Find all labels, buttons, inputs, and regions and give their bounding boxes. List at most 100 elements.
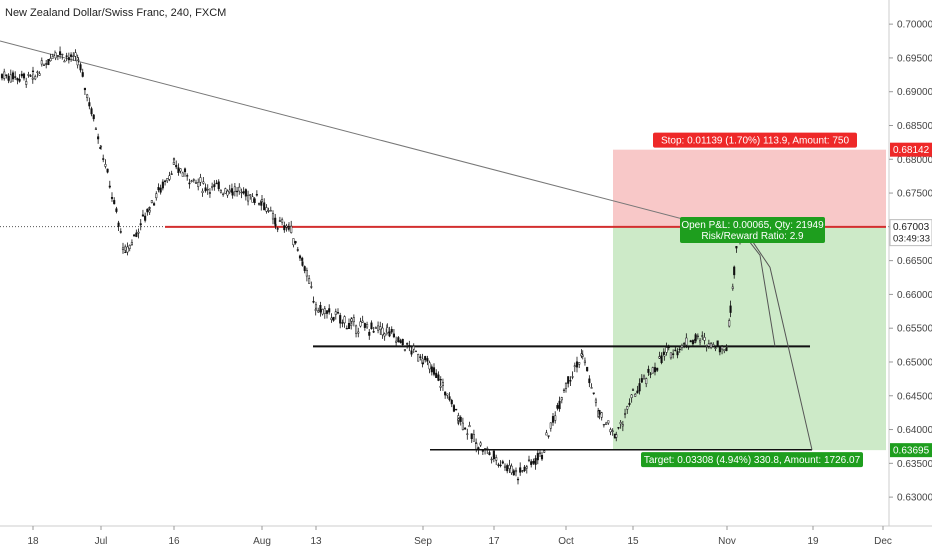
- candle-body: [325, 310, 329, 314]
- pnl-label-text: Risk/Reward Ratio: 2.9: [701, 231, 804, 242]
- target-zone[interactable]: [613, 226, 886, 451]
- candle-body: [538, 452, 542, 454]
- time-axis[interactable]: 18 Jul 16 Aug 13 Sep 17 Oct 15 Nov 19 Dec: [27, 526, 892, 547]
- current-price-text: 0.67003: [893, 222, 930, 233]
- candle-body: [588, 378, 591, 384]
- target-price-badge-text: 0.63695: [893, 446, 930, 457]
- candle-body: [251, 196, 254, 203]
- candle-body: [630, 394, 633, 398]
- candle-body: [355, 325, 358, 334]
- candle-body: [723, 349, 726, 352]
- candle-body: [551, 416, 555, 423]
- stop-price-badge-text: 0.68142: [893, 145, 930, 156]
- candle-body: [339, 315, 342, 324]
- candle-body: [602, 423, 605, 426]
- candle-body: [177, 167, 180, 173]
- candle-body: [308, 278, 311, 284]
- candle-body: [410, 350, 413, 355]
- candle-body: [611, 430, 614, 432]
- candle-body: [590, 387, 593, 389]
- candle-body: [244, 189, 247, 197]
- candle-body: [379, 326, 382, 330]
- candle-body: [685, 337, 688, 346]
- candle-body: [374, 327, 377, 329]
- candle-body: [586, 366, 589, 372]
- candle-body: [283, 225, 286, 231]
- candle-body: [512, 470, 515, 476]
- trendline[interactable]: [0, 40, 701, 224]
- candle-body: [278, 220, 281, 222]
- candle-body: [29, 75, 32, 77]
- candle-body: [617, 427, 620, 429]
- candle-body: [328, 308, 331, 313]
- candle-body: [707, 343, 710, 347]
- candle-body: [137, 231, 140, 234]
- candle-body: [501, 461, 504, 464]
- candle-body: [206, 188, 209, 191]
- candle-body: [3, 71, 6, 79]
- candle-body: [683, 343, 686, 345]
- candle-body: [231, 191, 234, 196]
- price-tick-label: 0.65500: [897, 324, 932, 335]
- position-zones: [613, 149, 886, 451]
- candle-body: [689, 340, 692, 343]
- candle-body: [560, 397, 563, 401]
- candle-body: [298, 255, 302, 259]
- candle-body: [113, 200, 116, 205]
- candle-body: [144, 215, 147, 221]
- price-tick-label: 0.63000: [897, 493, 932, 504]
- candle-body: [510, 465, 513, 474]
- candle-body: [631, 389, 635, 391]
- candle-body: [305, 270, 308, 277]
- time-tick-label: 13: [310, 536, 322, 547]
- candle-body: [115, 208, 118, 212]
- candle-body: [558, 400, 561, 410]
- stop-label: Stop: 0.01139 (1.70%) 113.9, Amount: 750: [653, 132, 857, 148]
- candle-body: [74, 52, 77, 57]
- candle-body: [645, 378, 648, 385]
- candle-body: [486, 448, 489, 450]
- candle-body: [7, 76, 10, 81]
- candle-body: [615, 434, 618, 438]
- candle-body: [213, 184, 216, 187]
- stop-zone[interactable]: [613, 149, 886, 227]
- candle-body: [47, 59, 50, 65]
- candle-body: [653, 367, 657, 373]
- candle-body: [350, 318, 353, 322]
- candle-body: [14, 76, 17, 78]
- candle-body: [459, 416, 462, 422]
- candle-body: [421, 362, 425, 364]
- candle-body: [155, 193, 158, 199]
- candle-body: [128, 245, 131, 249]
- candle-body: [448, 396, 451, 401]
- candle-body: [253, 198, 256, 204]
- candle-body: [514, 470, 518, 473]
- candle-body: [16, 78, 19, 81]
- candle-body: [236, 190, 239, 193]
- candle-body: [571, 376, 574, 378]
- candle-body: [59, 51, 62, 56]
- candle-body: [204, 187, 207, 192]
- candle-body: [215, 182, 218, 185]
- candle-body: [368, 331, 371, 336]
- candle-body: [468, 425, 471, 428]
- candle-body: [310, 286, 313, 288]
- price-axis[interactable]: 0.70000 0.69500 0.69000 0.68500 0.68000 0.675…: [889, 20, 932, 504]
- candle-body: [312, 300, 315, 303]
- candle-body: [332, 316, 335, 321]
- candle-body: [712, 344, 715, 347]
- candle-body: [383, 333, 386, 337]
- candle-body: [658, 356, 661, 359]
- candle-body: [399, 340, 402, 343]
- candle-body: [124, 251, 127, 254]
- candle-body: [260, 199, 264, 203]
- candle-body: [583, 360, 587, 364]
- candle-body: [61, 53, 64, 56]
- candle-body: [481, 449, 484, 452]
- candle-body: [31, 70, 35, 72]
- time-tick-label: 15: [627, 536, 639, 547]
- candle-body: [110, 197, 114, 199]
- candle-body: [733, 266, 736, 276]
